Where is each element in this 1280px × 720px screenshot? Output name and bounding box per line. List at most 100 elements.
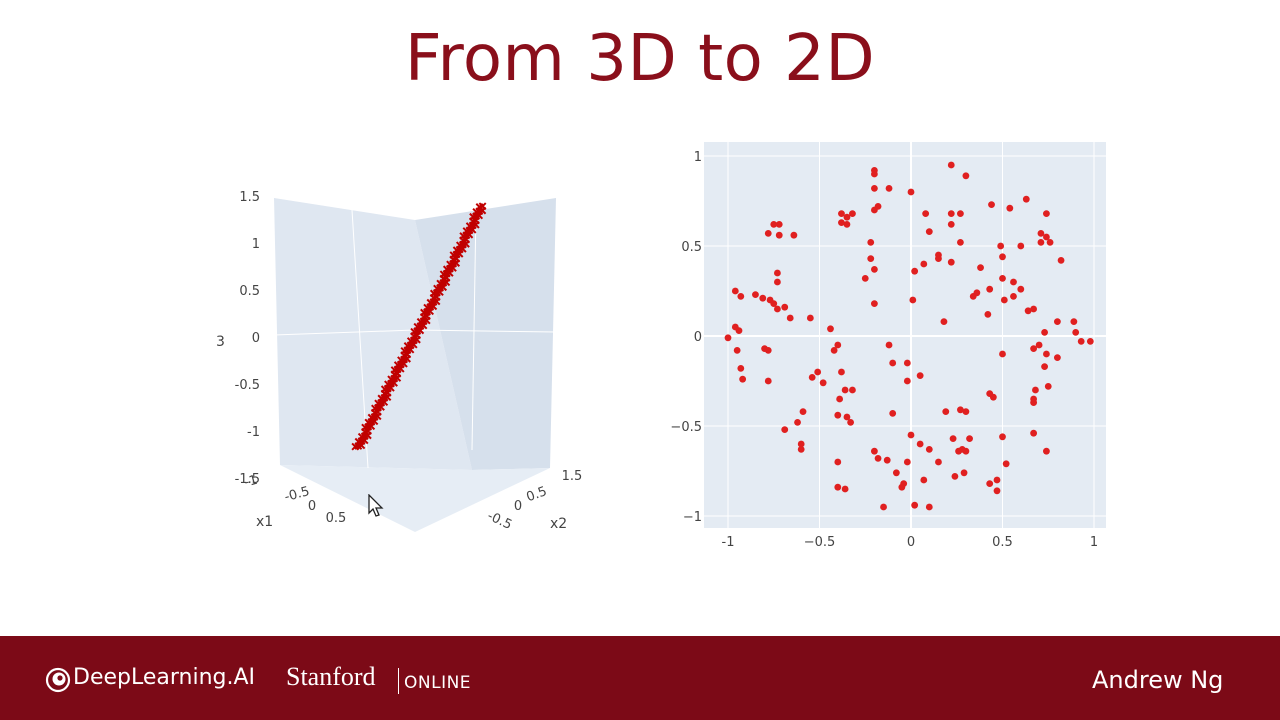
- y-tick-label: 1: [694, 150, 702, 165]
- scatter-point: [986, 480, 994, 487]
- scatter-point: [1086, 338, 1094, 345]
- scatter-point: [871, 266, 878, 273]
- scatter-point: [925, 228, 933, 235]
- scatter-point: [1043, 447, 1050, 455]
- scatter-point: [951, 473, 959, 480]
- scatter-point: [797, 440, 805, 448]
- scatter-point: [1041, 363, 1048, 370]
- scatter-point: [794, 419, 801, 426]
- chart-3d-markers: [351, 202, 487, 451]
- wall-left: [274, 198, 472, 470]
- y-tick-label: 1.5: [562, 469, 583, 484]
- scatter-point: [871, 185, 878, 192]
- x-tick-label: -1: [722, 535, 735, 550]
- scatter-point: [731, 287, 739, 295]
- scatter-point: [1022, 195, 1030, 203]
- scatter-point: [808, 374, 816, 381]
- scatter-point: [997, 242, 1005, 250]
- scatter-point: [1037, 230, 1045, 237]
- scatter-point: [907, 188, 915, 196]
- scatter-point: [1054, 318, 1061, 325]
- mouse-cursor-icon: [368, 494, 384, 517]
- scatter-point: [819, 379, 827, 387]
- scatter-point: [724, 334, 732, 342]
- scatter-point: [735, 327, 743, 334]
- y-axis-label: x2: [550, 516, 567, 532]
- scatter-point: [1077, 338, 1085, 345]
- scatter-point: [1006, 204, 1014, 212]
- scatter-point: [1010, 278, 1017, 286]
- z-axis-ticks: 1.5 1 0.5 0 -0.5 -1 -1.5: [235, 190, 260, 487]
- scatter-point: [843, 221, 851, 228]
- scatter-point: [1000, 296, 1008, 304]
- author-name: Andrew Ng: [1092, 666, 1224, 694]
- scatter-point: [1017, 285, 1025, 293]
- x-axis-ticks: -1 −0.5 0 0.5 1: [722, 535, 1099, 550]
- scatter-point: [916, 440, 924, 448]
- z-tick-label: 0.5: [239, 284, 260, 299]
- scatter-point: [925, 446, 933, 453]
- scatter-point: [920, 260, 928, 268]
- y-tick-label: 0.5: [681, 240, 702, 255]
- y-tick-label: -0.5: [485, 509, 514, 533]
- scatter-point: [733, 347, 741, 354]
- scatter-point: [1057, 257, 1065, 264]
- x-tick-label: 1: [1090, 535, 1098, 550]
- z-tick-label: 1: [252, 237, 260, 252]
- chart-2d-scatter[interactable]: -1 −0.5 0 0.5 1 1 0.5 0 −0.5 −1: [660, 138, 1120, 558]
- scatter-point: [775, 221, 783, 228]
- scatter-point: [911, 267, 919, 275]
- floor: [280, 465, 550, 532]
- chart-3d-scatter[interactable]: 1.510.50-0.5-1-1.5 3 -1-0.500.5 x1 -0.50…: [200, 150, 620, 550]
- scatter-point: [843, 213, 851, 221]
- scatter-point: [999, 433, 1006, 441]
- scatter-point: [786, 314, 794, 322]
- y-tick-label: −0.5: [670, 420, 702, 435]
- scatter-point: [867, 255, 875, 262]
- scatter-point: [781, 426, 789, 433]
- scatter-point: [814, 368, 822, 376]
- deeplearning-logo-icon: [45, 667, 71, 693]
- scatter-point: [737, 293, 745, 300]
- scatter-point: [907, 431, 915, 439]
- scatter-point: [947, 161, 955, 169]
- footer-bar: [0, 636, 1280, 720]
- x-tick-label: 0: [308, 499, 316, 514]
- scatter-point: [774, 278, 781, 286]
- scatter-point: [1030, 399, 1038, 406]
- x-tick-label: 0.5: [992, 535, 1013, 550]
- scatter-point: [880, 503, 887, 511]
- scatter-point: [993, 476, 1001, 484]
- scatter-point: [883, 456, 891, 464]
- scatter-point: [1072, 329, 1080, 336]
- scatter-point: [871, 300, 878, 307]
- scatter-point: [871, 447, 878, 455]
- scatter-point: [836, 395, 844, 403]
- scatter-point: [984, 311, 992, 318]
- scatter-point: [962, 447, 970, 455]
- scatter-point: [843, 413, 851, 421]
- scatter-point: [962, 172, 970, 180]
- scatter-point: [797, 446, 805, 453]
- scatter-point: [1070, 318, 1078, 325]
- x-axis-label: x1: [256, 514, 273, 530]
- y-tick-label: 0: [694, 330, 702, 345]
- scatter-point: [993, 487, 1001, 495]
- y-axis-ticks: 1 0.5 0 −0.5 −1: [670, 150, 702, 525]
- scatter-point: [909, 296, 917, 304]
- scatter-point: [770, 300, 778, 307]
- z-tick-label: 0: [252, 331, 260, 346]
- scatter-point: [781, 303, 789, 311]
- scatter-point: [966, 435, 973, 442]
- stanford-online-text: ONLINE: [404, 673, 472, 693]
- scatter-point: [935, 458, 942, 466]
- scatter-point: [962, 408, 970, 415]
- scatter-point: [1043, 233, 1050, 241]
- scatter-point: [790, 231, 798, 239]
- scatter-point: [957, 406, 964, 414]
- chart-3d-walls: [273, 198, 557, 532]
- scatter-point: [885, 185, 893, 192]
- scatter-point: [911, 501, 919, 509]
- slide-title: From 3D to 2D: [404, 22, 876, 96]
- z-tick-label: -0.5: [235, 378, 260, 393]
